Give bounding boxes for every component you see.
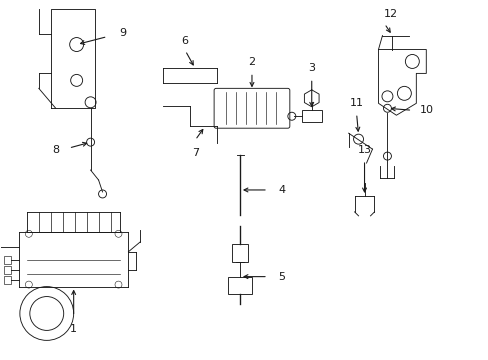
- Text: 6: 6: [182, 36, 188, 46]
- Text: 4: 4: [278, 185, 285, 195]
- Bar: [227, 276, 251, 293]
- Bar: [301, 110, 321, 122]
- Text: 10: 10: [419, 105, 433, 115]
- Bar: [232, 244, 247, 262]
- Text: 12: 12: [383, 9, 397, 19]
- Text: 9: 9: [119, 28, 126, 37]
- Text: 8: 8: [52, 145, 59, 155]
- Text: 1: 1: [70, 324, 77, 334]
- Bar: [4, 276, 11, 284]
- Text: 7: 7: [191, 148, 198, 158]
- Text: 13: 13: [357, 145, 371, 155]
- Bar: [4, 266, 11, 274]
- Text: 11: 11: [349, 98, 363, 108]
- Text: 5: 5: [278, 272, 285, 282]
- Text: 2: 2: [248, 58, 255, 67]
- Text: 3: 3: [307, 63, 315, 73]
- Bar: [4, 256, 11, 264]
